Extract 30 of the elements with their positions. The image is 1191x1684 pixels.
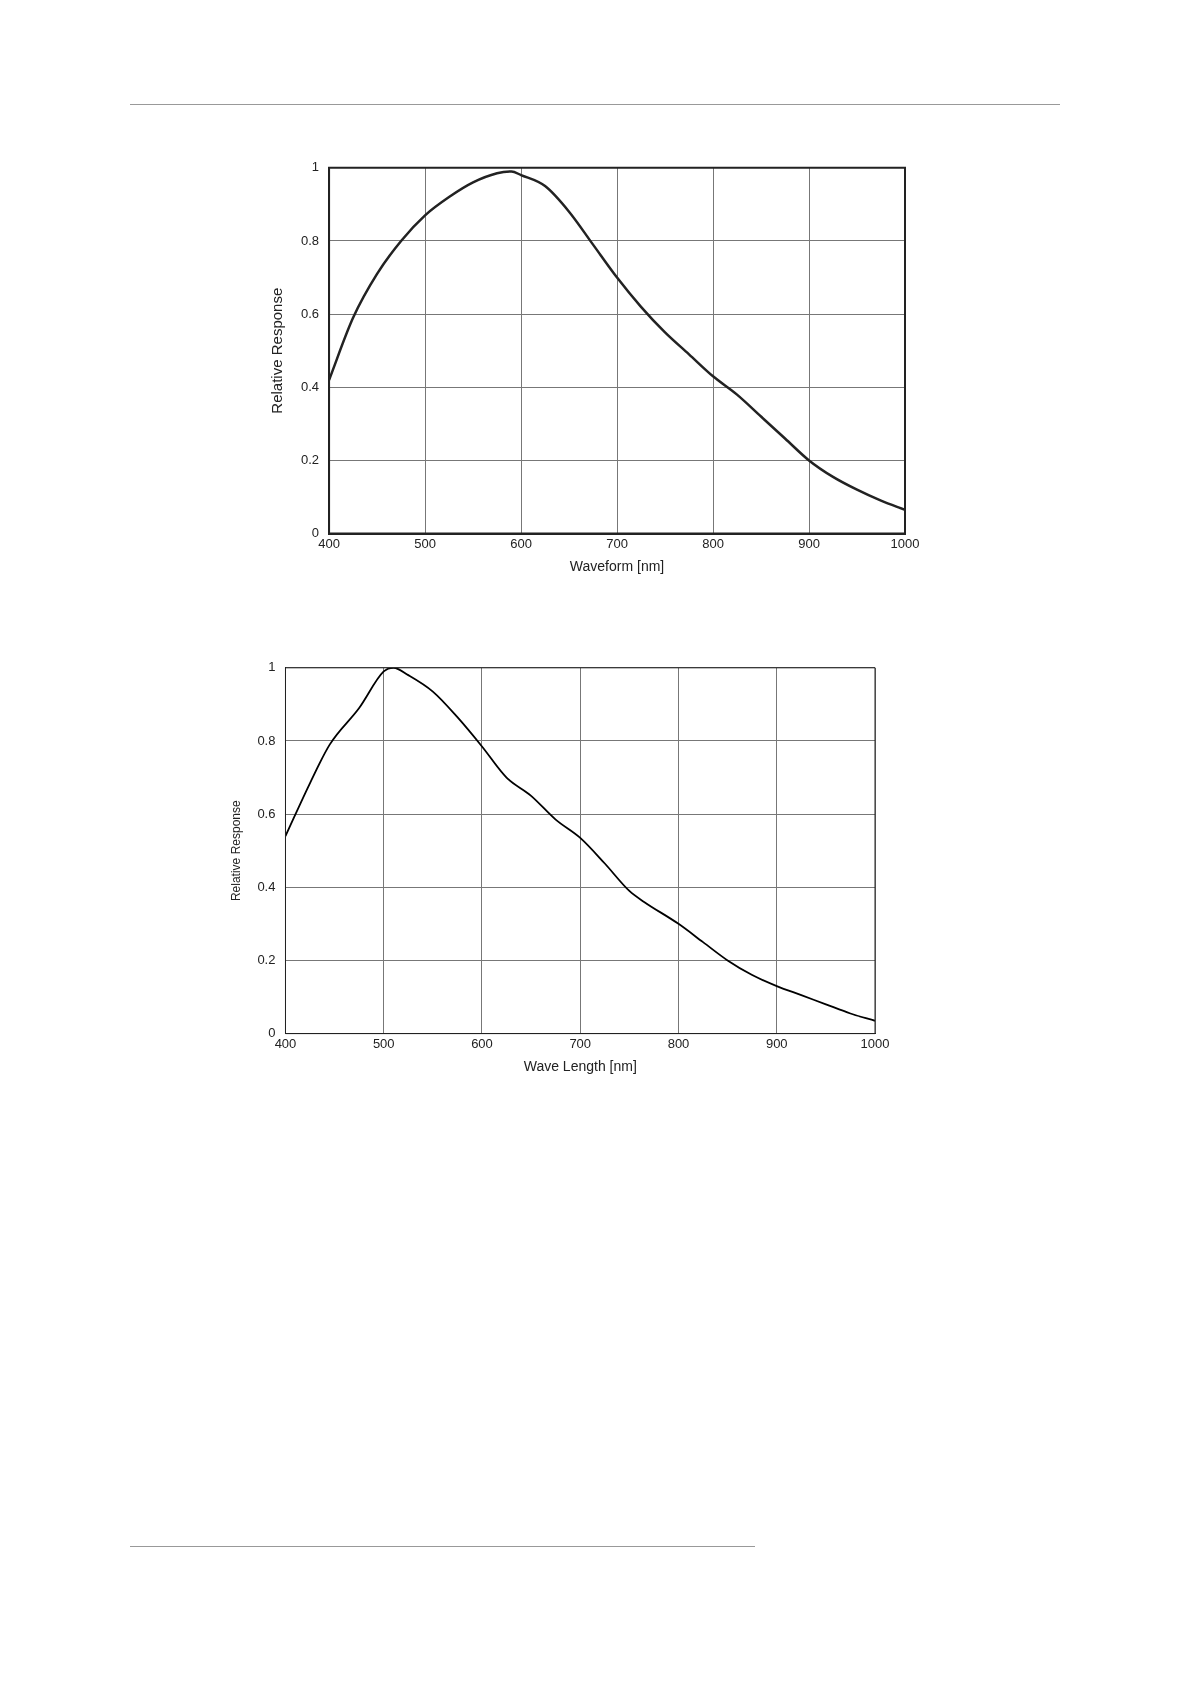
x-tick-label: 800 <box>667 1035 690 1051</box>
x-tick-label: 500 <box>372 1035 395 1051</box>
x-tick-label: 700 <box>569 1035 592 1051</box>
y-tick-label: 1 <box>268 659 276 675</box>
x-tick-label: 900 <box>798 535 820 551</box>
y-tick-label: 0.6 <box>257 805 276 821</box>
x-axis-title: Wave Length [nm] <box>523 1058 637 1075</box>
y-axis-title: Relative Response <box>268 287 286 414</box>
x-tick-label: 400 <box>274 1035 297 1051</box>
y-tick-label: 0.4 <box>300 378 320 394</box>
x-tick-label: 900 <box>765 1035 788 1051</box>
y-tick-label: 0.8 <box>300 232 320 248</box>
y-axis-title: Relative Response <box>228 800 243 902</box>
y-tick-label: 0 <box>268 1025 276 1041</box>
y-tick-label: 0.6 <box>300 305 320 321</box>
x-tick-label: 1000 <box>860 1035 890 1051</box>
y-tick-label: 0 <box>311 525 320 541</box>
y-tick-label: 0.2 <box>300 452 320 468</box>
x-tick-label: 600 <box>471 1035 493 1051</box>
y-tick-label: 0.2 <box>257 952 276 968</box>
x-axis-title: Waveform [nm] <box>569 558 665 575</box>
y-tick-label: 0.8 <box>257 732 276 748</box>
y-tick-label: 0.4 <box>257 878 276 894</box>
x-tick-label: 400 <box>318 535 340 551</box>
x-tick-label: 500 <box>414 535 436 551</box>
y-tick-label: 1 <box>311 159 320 175</box>
x-tick-label: 800 <box>702 535 724 551</box>
x-tick-label: 600 <box>510 535 532 551</box>
x-tick-label: 1000 <box>890 535 920 551</box>
x-tick-label: 700 <box>606 535 628 551</box>
